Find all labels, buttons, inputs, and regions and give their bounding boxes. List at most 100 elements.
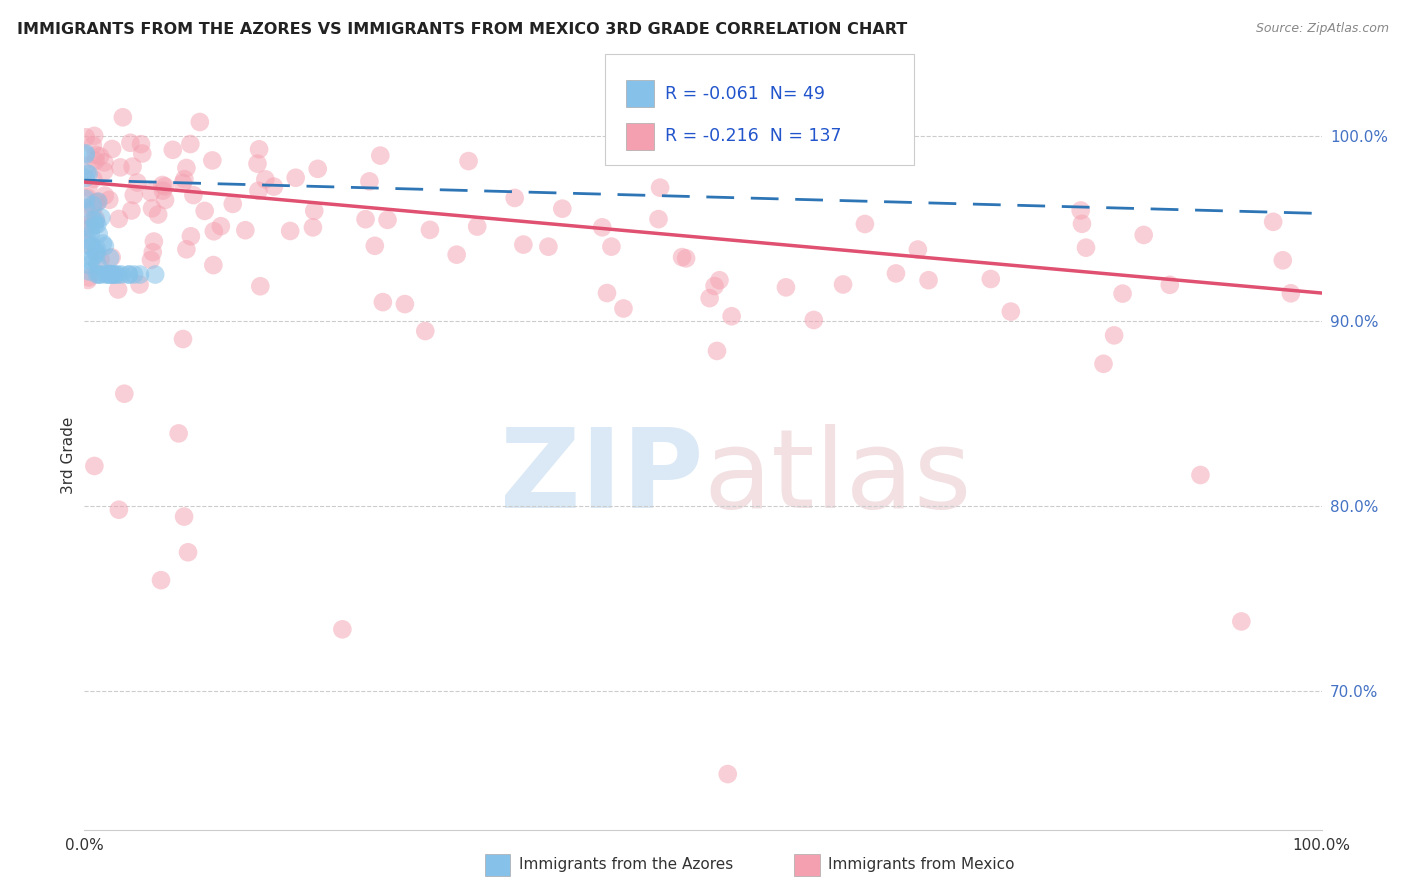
Point (98, 193, 121, 207)
Point (84, 218, 107, 232)
Point (90, 252, 112, 267)
Point (89, 268, 111, 282)
Point (917, 273, 939, 287)
Point (1071, 217, 1094, 231)
Point (703, 279, 725, 293)
Point (202, 258, 225, 272)
Point (699, 291, 721, 305)
Point (86, 257, 108, 271)
Point (302, 220, 325, 235)
Point (254, 172, 277, 186)
Point (371, 295, 394, 310)
Point (80, 239, 103, 253)
Point (1271, 253, 1294, 268)
Point (84, 214, 107, 228)
Point (76, 159, 98, 173)
Point (304, 203, 326, 218)
Text: Immigrants from Mexico: Immigrants from Mexico (828, 857, 1015, 872)
Point (419, 223, 441, 237)
Point (907, 243, 929, 257)
Point (75, 146, 97, 161)
Point (87, 268, 110, 282)
Point (194, 203, 217, 218)
Point (180, 229, 202, 244)
Point (512, 237, 534, 252)
Point (101, 142, 124, 156)
Point (1074, 241, 1097, 255)
Point (77, 264, 100, 278)
Point (120, 136, 142, 150)
Point (76, 233, 98, 247)
Y-axis label: 3rd Grade: 3rd Grade (60, 417, 76, 493)
Point (77, 258, 100, 272)
Point (142, 245, 165, 260)
Point (377, 212, 399, 227)
Point (93, 155, 115, 169)
Point (1070, 203, 1092, 218)
Point (368, 148, 391, 162)
Point (1102, 328, 1125, 343)
Point (110, 268, 132, 282)
Point (671, 250, 693, 264)
Point (188, 115, 211, 129)
Point (263, 179, 285, 194)
Point (172, 176, 194, 190)
Point (1279, 286, 1302, 301)
Point (233, 223, 256, 237)
Point (1000, 304, 1022, 318)
Point (1092, 357, 1115, 371)
Point (83, 458, 105, 473)
Point (94, 268, 117, 282)
Point (76, 190, 98, 204)
Point (98, 268, 121, 282)
Point (82, 138, 104, 153)
Point (201, 153, 224, 168)
Point (89, 149, 111, 163)
Text: ZIP: ZIP (499, 424, 703, 531)
Point (100, 268, 122, 282)
Point (284, 170, 307, 185)
Point (94, 239, 117, 253)
Point (1189, 468, 1212, 483)
Point (1111, 286, 1133, 301)
Point (247, 142, 270, 156)
Point (648, 180, 671, 194)
Point (87, 194, 110, 209)
Point (775, 280, 797, 294)
Point (1230, 615, 1253, 629)
Point (79, 221, 101, 235)
Point (77, 180, 100, 194)
Point (209, 219, 232, 234)
Point (706, 343, 728, 358)
Point (82, 202, 104, 216)
Point (172, 332, 194, 346)
Point (127, 176, 149, 190)
Point (980, 272, 1002, 286)
Point (107, 283, 129, 297)
Point (803, 313, 825, 327)
Point (307, 161, 329, 176)
Point (1132, 227, 1154, 242)
Point (75, 208, 97, 222)
Point (364, 239, 387, 253)
Point (82, 251, 104, 265)
Point (87, 227, 110, 241)
Point (354, 212, 377, 227)
Point (101, 268, 124, 282)
Point (503, 191, 526, 205)
Text: R = -0.216  N = 137: R = -0.216 N = 137 (665, 128, 842, 145)
Point (1263, 215, 1285, 229)
Point (98, 251, 121, 265)
Point (76, 167, 98, 181)
Text: Immigrants from the Azores: Immigrants from the Azores (519, 857, 733, 872)
Point (202, 224, 225, 238)
Point (717, 767, 740, 781)
Point (75, 201, 97, 215)
Point (720, 310, 742, 324)
Point (394, 297, 416, 311)
Point (107, 268, 129, 282)
Point (87, 194, 110, 209)
Point (75, 170, 97, 185)
Point (75, 130, 97, 145)
Point (143, 268, 166, 282)
